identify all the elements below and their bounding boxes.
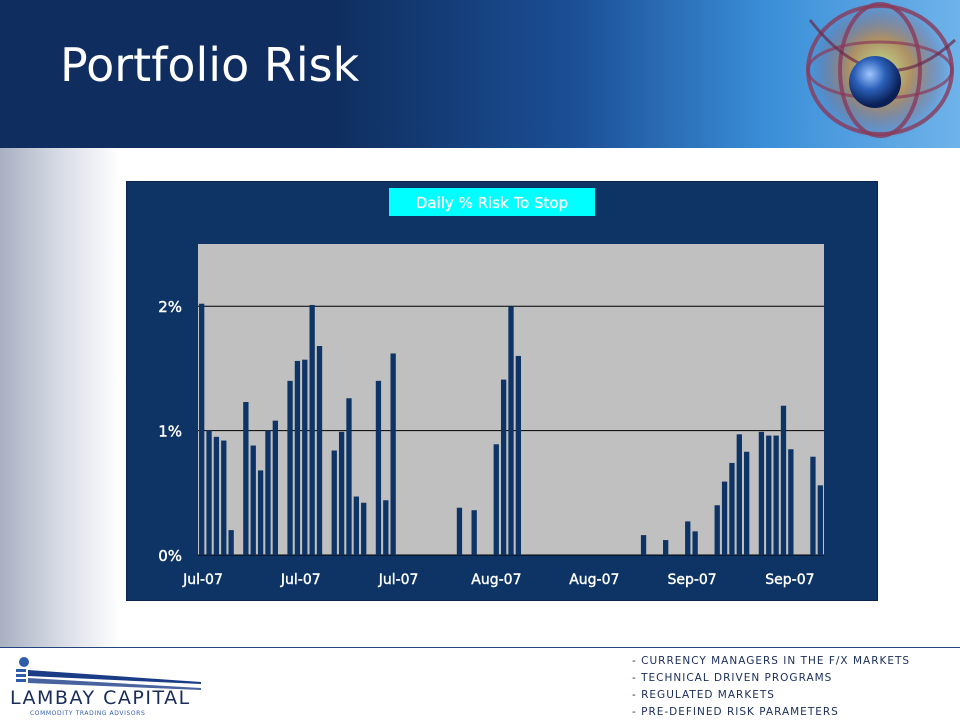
bar — [257, 470, 264, 555]
bar — [810, 456, 816, 555]
bar — [361, 502, 367, 555]
tagline-item: - REGULATED MARKETS — [632, 689, 775, 701]
bar — [316, 346, 323, 555]
tagline-item: - CURRENCY MANAGERS IN THE F/X MARKETS — [632, 655, 911, 667]
x-tick-label: Jul-07 — [378, 572, 419, 588]
chart-title-box — [389, 188, 595, 216]
bar — [692, 531, 698, 555]
bar — [788, 449, 794, 555]
bar — [493, 444, 499, 555]
y-tick-label: 2% — [158, 298, 182, 316]
bar — [309, 304, 315, 555]
bar — [500, 379, 507, 555]
logo-subtitle: COMMODITY TRADING ADVISORS — [30, 710, 145, 717]
bar-series — [199, 303, 823, 555]
bar — [640, 535, 647, 555]
bar — [736, 434, 742, 555]
bar — [773, 435, 779, 555]
bar — [685, 521, 691, 555]
y-axis-ticks: 0% 1% 2% — [158, 298, 182, 565]
bar — [729, 462, 735, 555]
x-axis-ticks: Jul-07 Jul-07 Jul-07 Aug-07 Aug-07 Sep-07 Sep-… — [182, 572, 815, 588]
x-tick-label: Sep-07 — [765, 572, 814, 588]
risk-bar-chart: Daily % Risk To Stop 0%1%2% Jul-07 Jul-07… — [158, 188, 824, 588]
y-tick-label: 1% — [158, 423, 182, 441]
footer-divider — [0, 647, 960, 648]
bar — [228, 530, 234, 555]
bar — [250, 445, 256, 555]
page-title: Portfolio Risk — [60, 38, 360, 92]
bar — [346, 398, 352, 555]
chart-frame: Daily % Risk To Stop 0% 1% 2% Jul-07 Jul-07… — [126, 181, 878, 601]
tagline-list: - CURRENCY MANAGERS IN THE F/X MARKETS -… — [632, 653, 910, 721]
bar — [221, 440, 227, 555]
bar — [663, 540, 669, 555]
bar — [721, 481, 728, 555]
tagline-item: - PRE-DEFINED RISK PARAMETERS — [632, 706, 839, 718]
x-tick-label: Sep-07 — [667, 572, 716, 588]
bar — [243, 401, 249, 555]
bar — [206, 430, 212, 555]
bar — [199, 303, 205, 555]
bar — [766, 435, 772, 555]
company-logo: LAMBAY CAPITAL COMMODITY TRADING ADVISOR… — [10, 657, 201, 717]
chart-title: Daily % Risk To Stop — [416, 194, 568, 212]
left-side-fade — [0, 148, 120, 648]
bar — [508, 306, 514, 555]
tagline-item: - TECHNICAL DRIVEN PROGRAMS — [632, 672, 833, 684]
x-tick-label: Aug-07 — [471, 572, 521, 588]
bar — [213, 436, 220, 555]
bar — [294, 360, 301, 555]
bar — [302, 359, 308, 555]
bar — [780, 405, 787, 555]
bar — [515, 355, 522, 555]
bar — [383, 500, 389, 555]
bar — [353, 496, 359, 555]
x-tick-label: Jul-07 — [280, 572, 321, 588]
bar — [331, 450, 337, 555]
logo-name: LAMBAY CAPITAL — [10, 687, 191, 709]
y-tick-label: 0% — [158, 547, 182, 565]
bar — [817, 485, 823, 555]
bar — [390, 353, 396, 555]
globe-graphic-icon — [806, 0, 957, 140]
bar — [265, 430, 271, 555]
bar — [471, 510, 477, 555]
bar — [714, 505, 720, 555]
x-tick-label: Aug-07 — [569, 572, 619, 588]
bar — [287, 380, 293, 555]
bar — [456, 507, 463, 555]
bar — [744, 451, 750, 555]
bar — [375, 380, 382, 555]
header-banner: Portfolio Risk — [0, 0, 960, 148]
bar — [338, 431, 345, 555]
x-tick-label: Jul-07 — [182, 572, 223, 588]
bar — [758, 431, 765, 555]
bar — [272, 420, 278, 555]
